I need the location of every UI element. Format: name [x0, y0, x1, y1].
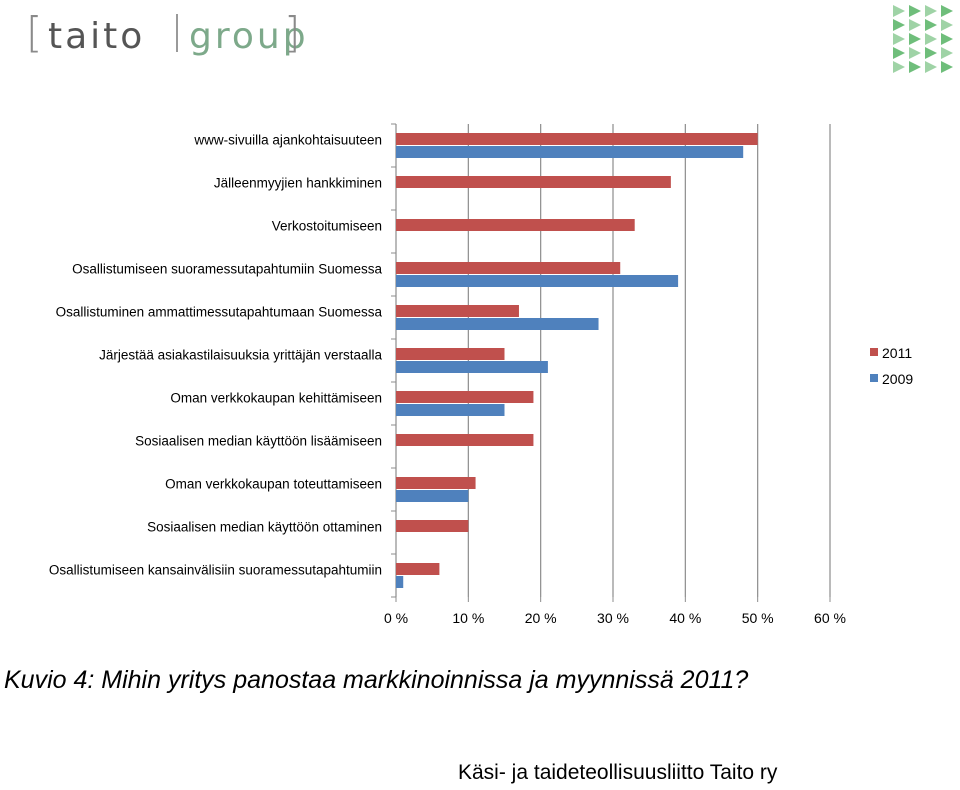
triangle-mark	[909, 47, 921, 59]
logo-word-group: group	[189, 16, 309, 57]
triangle-mark	[893, 19, 905, 31]
category-label: Oman verkkokaupan kehittämiseen	[170, 391, 382, 406]
category-label: Jälleenmyyjien hankkiminen	[214, 176, 382, 191]
logo-separator	[176, 14, 178, 52]
triangle-mark	[941, 61, 953, 73]
x-tick-label: 30 %	[597, 610, 629, 626]
bar-2011	[396, 348, 505, 360]
bar-2009	[396, 318, 599, 330]
category-label: Järjestää asiakastilaisuuksia yrittäjän …	[99, 348, 382, 363]
bar-2011	[396, 520, 469, 532]
bar-2011	[396, 262, 621, 274]
triangle-mark	[925, 19, 937, 31]
triangle-mark	[909, 19, 921, 31]
category-label: Sosiaalisen median käyttöön ottaminen	[147, 520, 382, 535]
bar-2009	[396, 404, 505, 416]
triangle-mark	[909, 33, 921, 45]
x-tick-label: 10 %	[452, 610, 484, 626]
triangle-mark	[893, 33, 905, 45]
x-tick-label: 0 %	[384, 610, 408, 626]
triangle-mark	[941, 33, 953, 45]
footer-text: Käsi- ja taideteollisuusliitto Taito ry	[458, 761, 778, 784]
bar-2011	[396, 176, 671, 188]
bar-2011	[396, 391, 534, 403]
x-tick-label: 20 %	[525, 610, 557, 626]
bar-2009	[396, 361, 548, 373]
x-tick-label: 40 %	[669, 610, 701, 626]
triangle-mark	[893, 47, 905, 59]
triangle-mark	[941, 19, 953, 31]
legend-swatch-2009	[870, 374, 878, 382]
bar-2011	[396, 434, 534, 446]
legend-label: 2009	[882, 371, 913, 387]
triangle-mark	[925, 61, 937, 73]
bar-2009	[396, 275, 679, 287]
bar-2011	[396, 563, 440, 575]
x-tick-label: 50 %	[742, 610, 774, 626]
triangle-mark	[941, 5, 953, 17]
bar-2011	[396, 305, 519, 317]
bar-2009	[396, 490, 469, 502]
category-label: Verkostoitumiseen	[272, 219, 382, 234]
logo-bracket-right: ]	[284, 8, 301, 57]
logo-word-taito: taito	[48, 16, 146, 57]
bar-2011	[396, 133, 758, 145]
triangle-mark	[893, 5, 905, 17]
triangle-mark	[925, 33, 937, 45]
triangle-mark	[909, 5, 921, 17]
category-label: Osallistumiseen suoramessutapahtumiin Su…	[72, 262, 382, 277]
legend-label: 2011	[882, 345, 912, 361]
legend-swatch-2011	[870, 348, 878, 356]
triangle-mark	[893, 61, 905, 73]
bar-chart: 0 % 10 % 20 % 30 % 40 % 50 % 60 % www-sivuilla …	[49, 123, 913, 626]
category-label: Oman verkkokaupan toteuttamiseen	[165, 477, 382, 492]
category-label: Sosiaalisen median käyttöön lisäämiseen	[135, 434, 382, 449]
x-tick-label: 60 %	[814, 610, 846, 626]
triangle-mark	[925, 47, 937, 59]
triangle-mark	[925, 5, 937, 17]
logo-bracket-left: [	[26, 8, 43, 57]
triangle-mark	[909, 61, 921, 73]
category-label: Osallistumiseen kansainvälisiin suorames…	[49, 563, 382, 578]
bar-2009	[396, 146, 744, 158]
bar-2011	[396, 477, 476, 489]
decorative-triangles-icon	[893, 5, 953, 73]
figure-caption: Kuvio 4: Mihin yritys panostaa markkinoi…	[4, 666, 749, 694]
bar-2009	[396, 576, 404, 588]
bar-2011	[396, 219, 635, 231]
triangle-mark	[941, 47, 953, 59]
category-label: Osallistuminen ammattimessutapahtumaan S…	[56, 305, 383, 320]
category-label: www-sivuilla ajankohtaisuuteen	[193, 133, 382, 148]
